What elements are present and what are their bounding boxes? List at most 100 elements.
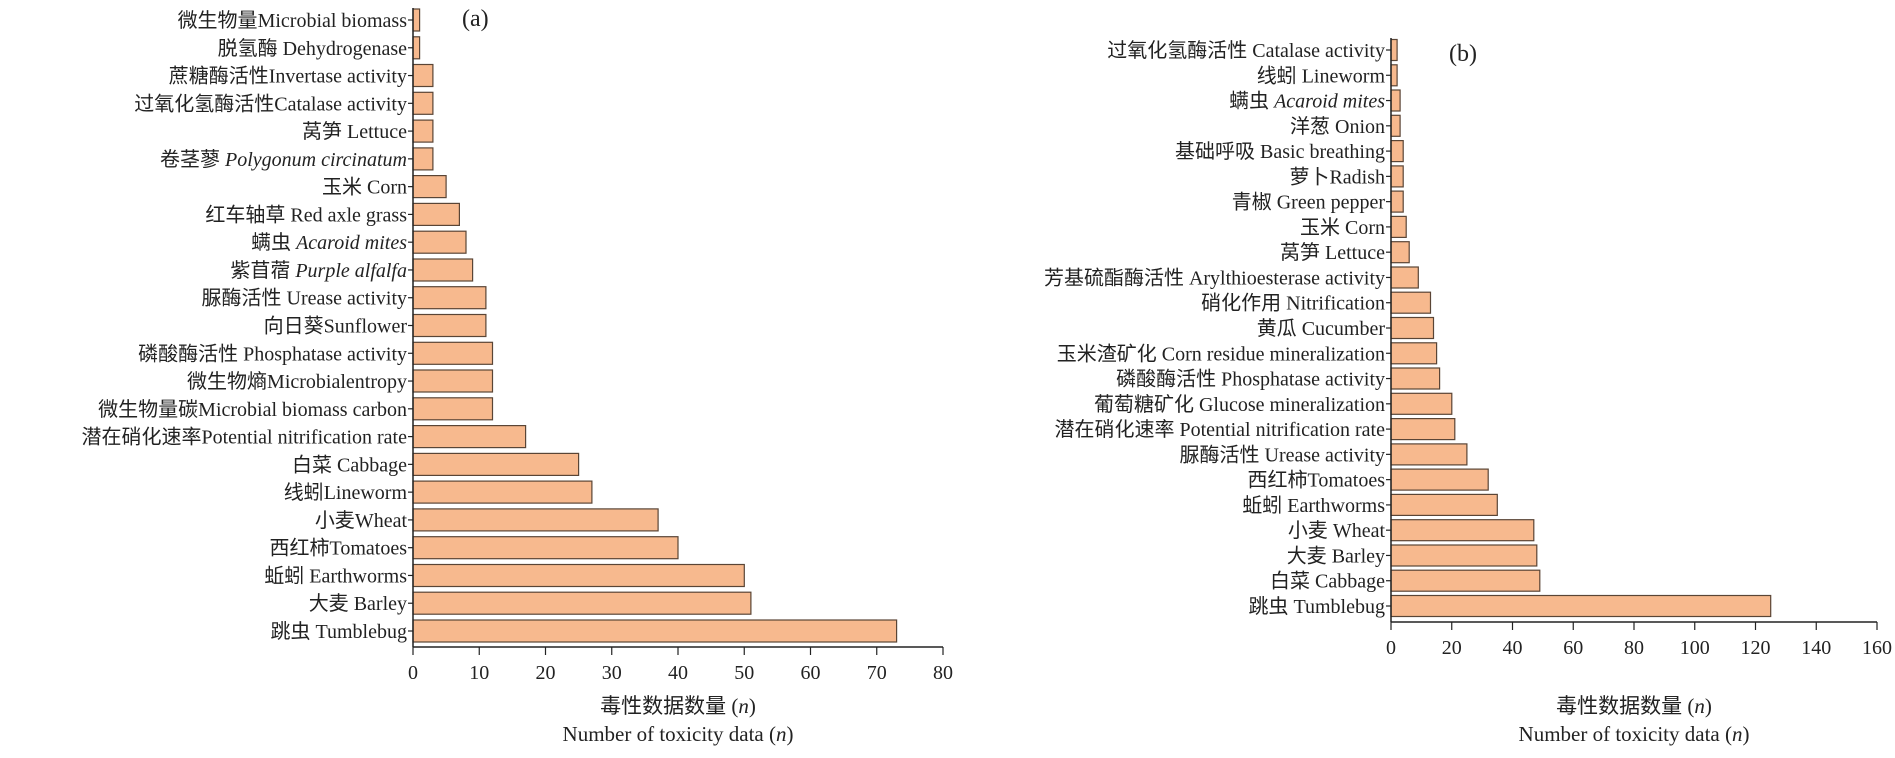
x-tick-label: 100	[1680, 637, 1710, 659]
bar-barley	[412, 591, 752, 615]
x-tick-label: 80	[1624, 637, 1644, 659]
x-tick-label: 120	[1741, 637, 1771, 659]
bar-corn	[1390, 215, 1407, 238]
bar-onion	[1390, 114, 1401, 137]
bar-arylthioesterase-activity	[1390, 266, 1419, 289]
x-tick-label: 0	[1386, 637, 1396, 659]
bar-sunflower	[412, 313, 487, 338]
bar-radish	[1390, 165, 1404, 188]
bar-polygonum-circinatum	[412, 147, 434, 171]
bar-barley	[1390, 544, 1538, 567]
x-axis-label-en: Number of toxicity data (n)	[563, 722, 794, 746]
bar-tomatoes	[412, 536, 679, 560]
bar-cabbage	[412, 452, 580, 476]
x-tick-label: 50	[734, 662, 754, 684]
category-label: 青椒 Green pepper	[1232, 191, 1386, 214]
bar-lettuce	[412, 119, 434, 143]
category-label: 过氧化氢酶活性 Catalase activity	[1107, 39, 1385, 62]
x-tick-label: 60	[1563, 637, 1583, 659]
bar-earthworms	[412, 563, 745, 588]
bar-microbial-biomass-carbon	[412, 397, 494, 421]
x-tick-label: 80	[933, 662, 953, 684]
x-axis-label-en: Number of toxicity data (n)	[1519, 722, 1750, 746]
x-tick-label: 70	[867, 662, 887, 684]
chart-panel-a: 微生物量Microbial biomass 脱氢酶 Dehydrogenase 蔗糖…	[82, 6, 954, 746]
category-label: 潜在硝化速率Potential nitrification rate	[82, 426, 408, 449]
category-label: 蔗糖酶活性Invertase activity	[169, 65, 407, 88]
category-label: 跳虫 Tumblebug	[1248, 595, 1385, 618]
category-label: 西红柿Tomatoes	[1248, 469, 1386, 492]
bar-lettuce	[1390, 241, 1410, 264]
category-label: 红车轴草 Red axle grass	[205, 203, 407, 226]
bar-phosphatase-activity	[412, 341, 494, 365]
category-label: 线蚓 Lineworm	[1257, 64, 1386, 87]
bar-catalase-activity	[412, 91, 434, 115]
bar-purple-alfalfa	[412, 258, 474, 282]
category-label: 紫苜蓿 Purple alfalfa	[230, 259, 407, 282]
bar-wheat	[412, 508, 659, 532]
category-label: 跳虫 Tumblebug	[270, 620, 407, 643]
x-tick-label: 20	[1442, 637, 1462, 659]
category-label: 磷酸酶活性 Phosphatase activity	[1116, 368, 1385, 391]
bar-basic-breathing	[1390, 140, 1404, 163]
category-label: 大麦 Barley	[1287, 545, 1385, 568]
category-label: 线蚓Lineworm	[284, 481, 408, 504]
category-label: 过氧化氢酶活性Catalase activity	[134, 92, 407, 115]
bar-green-pepper	[1390, 190, 1404, 213]
category-label: 微生物量Microbial biomass	[178, 9, 408, 32]
category-label: 大麦 Barley	[309, 592, 407, 615]
bar-earthworms	[1390, 493, 1498, 516]
bar-acaroid-mites	[412, 230, 467, 254]
bar-glucose-mineralization	[1390, 392, 1453, 415]
bar-corn	[412, 175, 447, 199]
bar-corn-residue-mineralization	[1390, 342, 1438, 365]
bar-catalase-activity	[1390, 38, 1398, 62]
bar-nitrification	[1390, 291, 1432, 314]
category-label: 螨虫 Acaroid mites	[1229, 90, 1385, 113]
bar-acaroid-mites	[1390, 89, 1401, 112]
panel-label: (b)	[1449, 41, 1477, 67]
category-label: 蚯蚓 Earthworms	[264, 565, 407, 588]
category-label: 硝化作用 Nitrification	[1201, 292, 1385, 315]
category-label: 螨虫 Acaroid mites	[251, 231, 407, 254]
category-label: 玉米渣矿化 Corn residue mineralization	[1057, 342, 1385, 365]
category-label: 洋葱 Onion	[1290, 115, 1385, 138]
x-tick-label: 0	[408, 662, 418, 684]
bar-potential-nitrification-rate	[1390, 418, 1456, 441]
panel-label: (a)	[462, 6, 489, 32]
x-tick-label: 40	[1503, 637, 1523, 659]
category-label: 基础呼吸 Basic breathing	[1175, 140, 1385, 163]
category-label: 白菜 Cabbage	[1270, 570, 1385, 593]
bar-microbialentropy	[412, 369, 494, 393]
bar-urease-activity	[1390, 443, 1468, 466]
x-tick-label: 10	[469, 662, 489, 684]
bar-cucumber	[1390, 316, 1435, 340]
bar-lineworm	[412, 480, 593, 504]
category-label: 葡萄糖矿化 Glucose mineralization	[1094, 393, 1385, 416]
bar-potential-nitrification-rate	[412, 425, 527, 449]
category-label: 脲酶活性 Urease activity	[202, 287, 408, 310]
bar-phosphatase-activity	[1390, 367, 1441, 390]
category-label: 黄瓜 Cucumber	[1257, 317, 1386, 340]
x-tick-label: 160	[1862, 637, 1892, 659]
category-label: 蚯蚓 Earthworms	[1242, 494, 1385, 517]
x-tick-label: 40	[668, 662, 688, 684]
category-label: 向日葵Sunflower	[264, 315, 408, 338]
x-tick-label: 140	[1801, 637, 1831, 659]
x-axis-label-zh: 毒性数据数量 (n)	[600, 694, 756, 718]
bar-invertase-activity	[412, 63, 434, 88]
category-label: 莴笋 Lettuce	[302, 120, 407, 143]
category-label: 卷茎蓼 Polygonum circinatum	[160, 148, 407, 171]
category-label: 微生物熵Microbialentropy	[187, 370, 407, 393]
category-label: 脲酶活性 Urease activity	[1180, 443, 1386, 466]
bar-urease-activity	[412, 286, 487, 310]
category-label: 西红柿Tomatoes	[270, 537, 408, 560]
x-tick-label: 30	[602, 662, 622, 684]
bar-wheat	[1390, 519, 1535, 542]
bar-tumblebug	[1390, 594, 1772, 618]
bar-cabbage	[1390, 569, 1541, 592]
category-label: 芳基硫酯酶活性 Arylthioesterase activity	[1044, 267, 1385, 290]
category-label: 潜在硝化速率 Potential nitrification rate	[1055, 418, 1386, 441]
